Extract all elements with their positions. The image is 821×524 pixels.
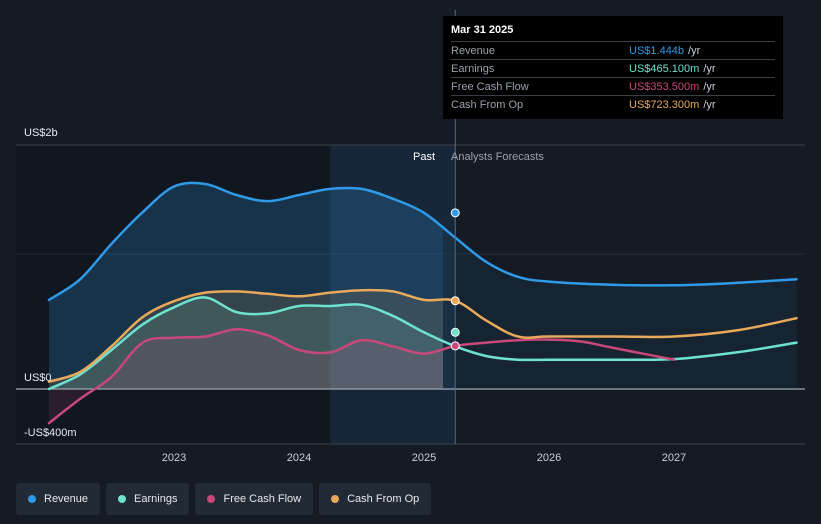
legend-dot-icon xyxy=(207,495,216,503)
tooltip-unit: /yr xyxy=(703,80,716,93)
tooltip-name: Free Cash Flow xyxy=(451,80,529,93)
tooltip-name: Revenue xyxy=(451,44,496,57)
tooltip: Mar 31 2025 Revenue US$1.444b /yr Earnin… xyxy=(443,16,783,119)
legend-dot-icon xyxy=(118,495,127,503)
marker-cash_from_op xyxy=(450,296,460,306)
tooltip-value: US$465.100m xyxy=(629,62,700,75)
y-label-zero: US$0 xyxy=(24,372,52,384)
tooltip-date: Mar 31 2025 xyxy=(451,24,514,36)
series-line-earnings xyxy=(47,296,798,391)
marker-revenue xyxy=(450,208,460,218)
y-label-top: US$2b xyxy=(24,127,58,139)
legend-item-revenue[interactable]: Revenue xyxy=(16,483,101,515)
x-tick-label: 2024 xyxy=(287,452,311,464)
tooltip-unit: /yr xyxy=(703,62,716,75)
past-region-highlight xyxy=(330,145,456,444)
tooltip-unit: /yr xyxy=(703,98,716,111)
legend-item-free-cash-flow[interactable]: Free Cash Flow xyxy=(195,483,314,515)
legend-label: Revenue xyxy=(44,493,89,505)
tooltip-value: US$353.500m xyxy=(629,80,700,93)
x-tick-label: 2026 xyxy=(537,452,561,464)
forecast-label: Analysts Forecasts xyxy=(451,151,544,163)
legend-dot-icon xyxy=(28,495,36,503)
legend: Revenue Earnings Free Cash Flow Cash Fro… xyxy=(16,483,432,515)
tooltip-row-free-cash-flow: Free Cash Flow US$353.500m /yr xyxy=(451,77,775,95)
marker-free_cash_flow xyxy=(450,341,460,351)
tooltip-row-earnings: Earnings US$465.100m /yr xyxy=(451,59,775,77)
legend-label: Earnings xyxy=(134,493,178,505)
series-line-revenue xyxy=(47,181,798,302)
area-earnings xyxy=(49,297,443,389)
x-tick-label: 2027 xyxy=(662,452,686,464)
legend-item-earnings[interactable]: Earnings xyxy=(106,483,190,515)
tooltip-value: US$1.444b xyxy=(629,44,685,57)
series-line-cash_from_op xyxy=(47,288,798,383)
marker-earnings xyxy=(450,327,460,337)
x-tick-label: 2023 xyxy=(162,452,186,464)
tooltip-name: Earnings xyxy=(451,62,495,75)
tooltip-row-revenue: Revenue US$1.444b /yr xyxy=(451,41,775,59)
series-line-free_cash_flow xyxy=(47,327,676,425)
y-label-bottom: -US$400m xyxy=(24,427,77,439)
tooltip-unit: /yr xyxy=(688,44,701,57)
past-label: Past xyxy=(413,151,435,163)
legend-item-cash-from-op[interactable]: Cash From Op xyxy=(319,483,432,515)
tooltip-row-cash-from-op: Cash From Op US$723.300m /yr xyxy=(451,95,775,113)
area-free_cash_flow xyxy=(49,329,443,424)
tooltip-name: Cash From Op xyxy=(451,98,524,111)
area-revenue xyxy=(49,182,443,389)
x-tick-label: 2025 xyxy=(412,452,436,464)
legend-dot-icon xyxy=(331,495,340,503)
legend-label: Cash From Op xyxy=(347,493,420,505)
tooltip-value: US$723.300m xyxy=(629,98,700,111)
legend-label: Free Cash Flow xyxy=(223,493,302,505)
